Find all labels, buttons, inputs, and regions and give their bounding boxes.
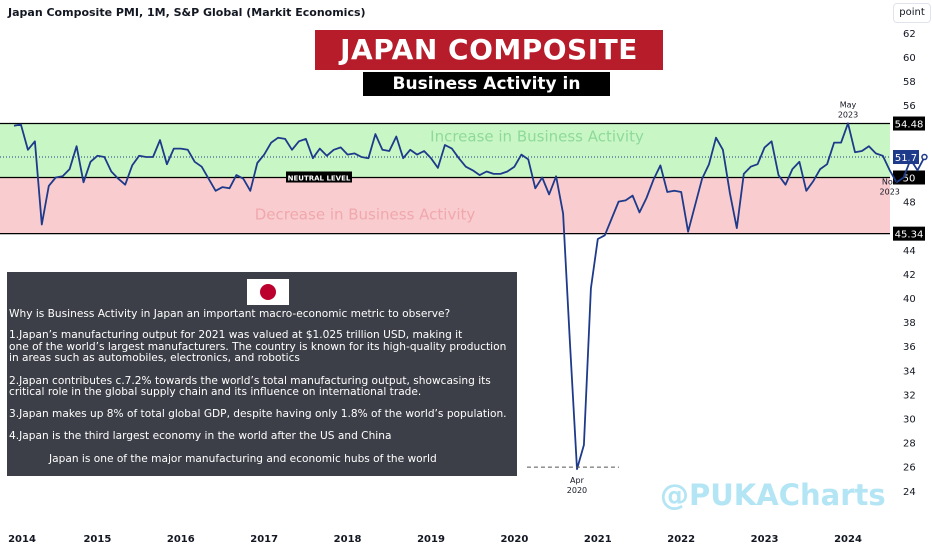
decrease-zone-label: Decrease in Business Activity [255, 206, 476, 224]
current-value-label: 51.7 [895, 153, 917, 164]
flag-red-disc [260, 284, 276, 300]
x-tick-2021: 2021 [584, 534, 612, 545]
axis-layer: 24262830323436384042444852565860626451.7… [8, 5, 919, 545]
x-tick-2016: 2016 [167, 534, 195, 545]
y-tick-56: 56 [903, 101, 916, 112]
japan-flag-icon [247, 279, 289, 305]
y-tick-38: 38 [903, 318, 916, 329]
y-tick-26: 26 [903, 463, 916, 474]
y-tick-24: 24 [903, 487, 916, 498]
info-point1-line2: one of the world’s largest manufacturers… [9, 341, 507, 353]
y-tick-28: 28 [903, 439, 916, 450]
x-tick-2019: 2019 [417, 534, 445, 545]
pmi-series-line [13, 122, 926, 471]
y-tick-32: 32 [903, 390, 916, 401]
y-tick-58: 58 [903, 77, 916, 88]
x-tick-2014: 2014 [8, 534, 36, 545]
annotation-2-line2: 2020 [567, 486, 587, 495]
y-tick-62: 62 [903, 29, 916, 40]
y-tick-60: 60 [903, 53, 916, 64]
reference-badge-label-2: 45.34 [895, 230, 924, 241]
series-layer [13, 122, 928, 471]
x-tick-2015: 2015 [83, 534, 111, 545]
info-point2-line1: 2.Japan contributes c.7.2% towards the w… [9, 375, 491, 387]
unit-button[interactable]: point [893, 3, 931, 23]
annotation-0-line2: 2023 [838, 110, 858, 119]
info-point2-line2: critical role in the global supply chain… [9, 386, 422, 398]
info-point4: 4.Japan is the third largest economy in … [9, 430, 392, 442]
x-tick-2023: 2023 [751, 534, 779, 545]
y-tick-40: 40 [903, 294, 916, 305]
info-point1-line1: 1.Japan’s manufacturing output for 2021 … [9, 329, 463, 341]
reference-badge-0 [893, 116, 925, 131]
y-tick-44: 44 [903, 246, 916, 257]
info-box: Why is Business Activity in Japan an imp… [7, 272, 517, 476]
x-tick-2024: 2024 [834, 534, 862, 545]
y-tick-36: 36 [903, 342, 916, 353]
x-tick-2018: 2018 [334, 534, 362, 545]
neutral-label-box [286, 171, 352, 183]
x-tick-2020: 2020 [500, 534, 528, 545]
info-point1-line3: in areas such as automobiles, electronic… [9, 352, 300, 364]
info-conclusion: Japan is one of the major manufacturing … [49, 453, 437, 465]
annotation-0-line1: May [840, 100, 857, 109]
annotation-2-line1: Apr [570, 476, 585, 485]
reference-badge-label-1: 50 [903, 174, 916, 185]
annotation-1-line1: Nov [882, 177, 898, 186]
info-point3: 3.Japan makes up 8% of total global GDP,… [9, 408, 507, 420]
reference-badge-1 [893, 170, 925, 185]
neutral-label: NEUTRAL LEVEL [288, 175, 351, 183]
increase-zone-label: Increase in Business Activity [430, 128, 644, 146]
y-tick-42: 42 [903, 270, 916, 281]
reference-lines-layer: 54.48 50 45.34 [0, 116, 925, 241]
y-tick-48: 48 [903, 198, 916, 209]
x-tick-2022: 2022 [667, 534, 695, 545]
zones-layer: Increase in Business Activity Decrease in… [0, 123, 890, 234]
x-tick-2017: 2017 [250, 534, 278, 545]
sub-title: Business Activity in Japan [363, 72, 610, 118]
watermark: @PUKACharts [660, 478, 886, 512]
annotation-1-line2: 2023 [880, 187, 900, 196]
reference-badge-2 [893, 226, 925, 241]
main-title: JAPAN COMPOSITE PMI [315, 30, 663, 106]
increase-zone [0, 123, 890, 178]
current-value-badge [893, 150, 919, 165]
y-tick-30: 30 [903, 415, 916, 426]
source-title: Japan Composite PMI, 1M, S&P Global (Mar… [8, 6, 366, 19]
reference-badge-label-0: 54.48 [895, 120, 924, 131]
y-tick-34: 34 [903, 366, 916, 377]
info-question: Why is Business Activity in Japan an imp… [9, 308, 451, 320]
last-point-marker [921, 153, 928, 161]
